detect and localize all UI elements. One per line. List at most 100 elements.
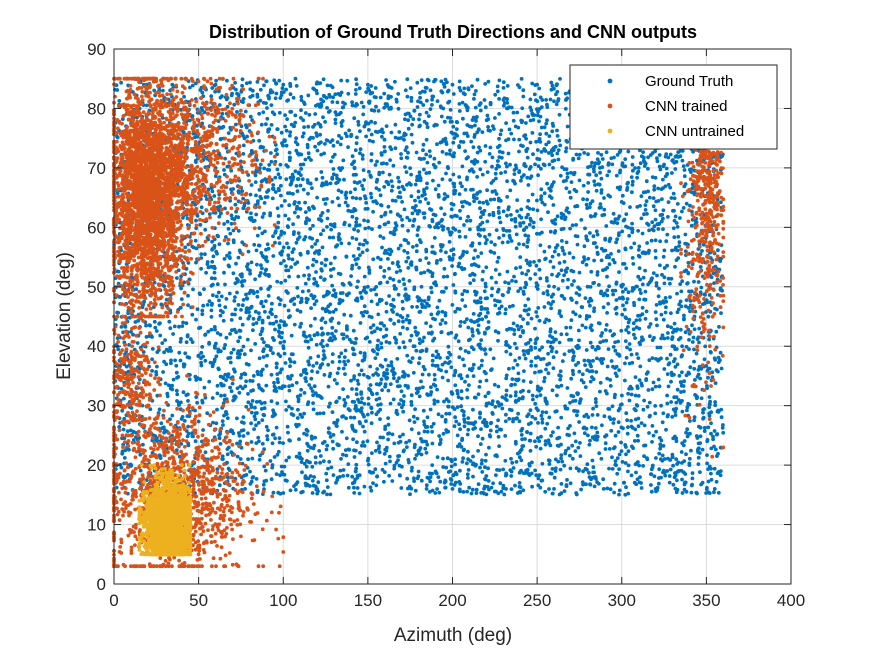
point-ground-truth	[608, 487, 613, 492]
point-ground-truth	[273, 314, 278, 319]
point-ground-truth	[613, 348, 618, 353]
point-ground-truth	[301, 162, 306, 167]
point-ground-truth	[241, 434, 246, 438]
point-ground-truth	[492, 382, 497, 387]
point-ground-truth	[460, 204, 465, 209]
point-ground-truth	[339, 241, 344, 246]
point-ground-truth	[242, 421, 246, 425]
point-ground-truth	[249, 183, 254, 187]
point-ground-truth	[389, 179, 394, 184]
point-ground-truth	[451, 473, 456, 477]
point-ground-truth	[357, 491, 362, 496]
point-ground-truth	[417, 209, 422, 214]
point-ground-truth	[691, 335, 696, 340]
point-ground-truth	[223, 156, 228, 161]
point-ground-truth	[331, 143, 336, 148]
point-ground-truth	[442, 192, 447, 196]
point-ground-truth	[249, 405, 254, 409]
point-ground-truth	[483, 82, 488, 86]
point-ground-truth	[465, 388, 470, 392]
point-ground-truth	[543, 426, 548, 431]
point-ground-truth	[643, 190, 648, 195]
point-ground-truth	[227, 264, 232, 269]
point-ground-truth	[410, 140, 415, 145]
point-ground-truth	[275, 377, 280, 382]
point-ground-truth	[481, 200, 486, 205]
point-ground-truth	[419, 298, 424, 303]
point-ground-truth	[218, 349, 223, 354]
point-ground-truth	[627, 317, 632, 322]
point-ground-truth	[451, 283, 456, 287]
point-ground-truth	[539, 197, 543, 202]
point-ground-truth	[406, 241, 411, 246]
point-ground-truth	[227, 291, 232, 296]
point-ground-truth	[307, 383, 312, 387]
point-ground-truth	[610, 467, 615, 471]
point-ground-truth	[325, 443, 330, 448]
point-ground-truth	[391, 297, 396, 302]
point-ground-truth	[299, 387, 303, 392]
point-ground-truth	[343, 372, 347, 376]
point-ground-truth	[528, 431, 533, 436]
point-ground-truth	[219, 294, 224, 299]
point-ground-truth	[375, 201, 379, 206]
point-ground-truth	[638, 318, 642, 322]
point-ground-truth	[233, 295, 237, 299]
point-ground-truth	[341, 452, 345, 457]
point-ground-truth	[625, 345, 629, 350]
point-ground-truth	[530, 414, 535, 419]
point-ground-truth	[521, 228, 526, 233]
point-ground-truth	[355, 135, 359, 140]
point-ground-truth	[576, 360, 581, 365]
point-ground-truth	[542, 147, 547, 151]
point-ground-truth	[348, 190, 353, 195]
point-ground-truth	[423, 446, 428, 451]
point-ground-truth	[220, 419, 225, 423]
point-ground-truth	[542, 249, 547, 254]
point-ground-truth	[528, 276, 533, 281]
point-ground-truth	[351, 437, 355, 442]
point-ground-truth	[541, 356, 546, 361]
point-ground-truth	[409, 95, 414, 100]
point-ground-truth	[498, 132, 503, 137]
point-ground-truth	[430, 429, 434, 434]
point-ground-truth	[438, 441, 443, 445]
point-ground-truth	[469, 491, 474, 496]
point-ground-truth	[402, 345, 407, 350]
point-ground-truth	[288, 438, 292, 443]
point-ground-truth	[212, 194, 217, 198]
point-ground-truth	[522, 369, 526, 373]
point-ground-truth	[250, 150, 254, 155]
point-ground-truth	[264, 478, 269, 483]
point-ground-truth	[334, 329, 338, 333]
point-ground-truth	[184, 266, 189, 271]
point-ground-truth	[630, 155, 635, 159]
point-ground-truth	[522, 173, 526, 177]
point-ground-truth	[272, 384, 277, 389]
point-ground-truth	[190, 312, 195, 317]
point-ground-truth	[154, 329, 159, 333]
point-ground-truth	[289, 265, 293, 269]
point-ground-truth	[627, 342, 632, 346]
point-ground-truth	[277, 110, 282, 115]
point-ground-truth	[433, 77, 438, 82]
point-ground-truth	[370, 227, 374, 232]
point-ground-truth	[203, 227, 208, 232]
point-ground-truth	[154, 370, 159, 374]
point-ground-truth	[469, 368, 474, 373]
point-ground-truth	[584, 316, 589, 321]
point-ground-truth	[689, 223, 694, 228]
point-ground-truth	[133, 320, 138, 324]
point-ground-truth	[383, 427, 387, 431]
point-ground-truth	[635, 384, 640, 389]
point-ground-truth	[603, 441, 608, 446]
point-ground-truth	[605, 364, 610, 369]
point-ground-truth	[505, 327, 509, 332]
point-ground-truth	[214, 354, 219, 359]
point-ground-truth	[378, 265, 383, 270]
point-ground-truth	[169, 361, 173, 366]
point-ground-truth	[283, 138, 287, 143]
point-ground-truth	[384, 301, 389, 306]
point-ground-truth	[335, 478, 340, 482]
point-ground-truth	[430, 103, 434, 107]
